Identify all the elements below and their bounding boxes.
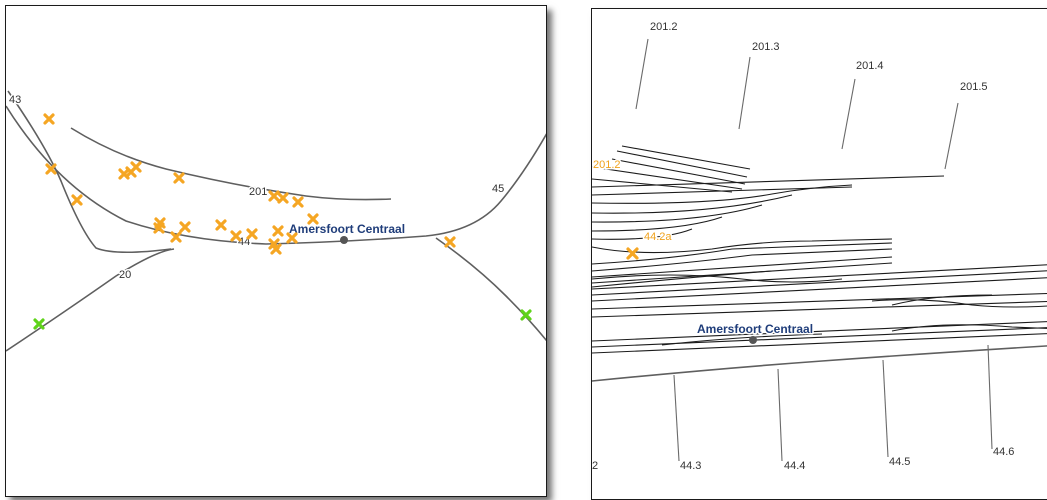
x-mark-icon[interactable]: [33, 318, 45, 330]
x-mark-icon[interactable]: [626, 247, 639, 260]
km-leader-line: [635, 38, 649, 110]
track-line: [592, 345, 1047, 382]
track-bundle-middle: [592, 238, 1047, 302]
x-mark-icon[interactable]: [270, 243, 282, 255]
km-label-edge: 2: [592, 460, 598, 472]
track-line: [6, 105, 546, 245]
x-mark-icon[interactable]: [215, 219, 227, 231]
km-leader-line: [777, 368, 783, 462]
x-mark-icon[interactable]: [444, 236, 456, 248]
x-mark-icon[interactable]: [307, 213, 319, 225]
marker-group-orange: [43, 113, 456, 255]
x-mark-icon[interactable]: [268, 190, 280, 202]
marker-group-green: [33, 309, 532, 330]
x-mark-icon[interactable]: [45, 163, 57, 175]
km-label-201-2: 201.2: [650, 21, 678, 33]
x-mark-icon[interactable]: [230, 230, 242, 242]
marker-label-201-2: 201.2: [593, 159, 621, 171]
map-panel-overview[interactable]: 43 201 44 45 20 Amersfoort Centraal: [5, 5, 547, 497]
x-mark-icon[interactable]: [71, 194, 83, 206]
km-label-44-3: 44.3: [680, 460, 701, 472]
detail-map-canvas[interactable]: Amersfoort Centraal 201.2 201.3 201.4 20…: [592, 9, 1047, 499]
km-leader-line: [841, 78, 856, 150]
route-label-45: 45: [492, 183, 504, 195]
track-bundle-lower: [592, 292, 1047, 354]
km-leader-line: [738, 56, 751, 130]
km-label-201-5: 201.5: [960, 81, 988, 93]
x-mark-icon[interactable]: [173, 172, 185, 184]
x-mark-icon[interactable]: [246, 228, 258, 240]
km-leader-line: [987, 344, 993, 450]
x-mark-icon[interactable]: [272, 225, 284, 237]
km-label-44-6: 44.6: [993, 446, 1014, 458]
track-line: [70, 127, 392, 201]
track-line: [6, 248, 175, 352]
x-mark-icon[interactable]: [179, 221, 191, 233]
km-leader-line: [882, 359, 889, 458]
x-mark-icon[interactable]: [130, 161, 142, 173]
track-bundle-upper: [592, 145, 945, 240]
track-line: [435, 237, 546, 342]
station-label[interactable]: Amersfoort Centraal: [696, 321, 815, 338]
route-label-201: 201: [249, 186, 267, 198]
x-mark-icon[interactable]: [170, 231, 182, 243]
station-dot[interactable]: [340, 236, 348, 244]
km-label-201-3: 201.3: [752, 41, 780, 53]
station-dot[interactable]: [749, 336, 757, 344]
route-label-20: 20: [119, 269, 131, 281]
km-label-201-4: 201.4: [856, 60, 884, 72]
x-mark-icon[interactable]: [277, 192, 289, 204]
station-label[interactable]: Amersfoort Centraal: [288, 221, 407, 238]
km-leader-line: [673, 374, 680, 462]
map-panel-detail[interactable]: Amersfoort Centraal 201.2 201.3 201.4 20…: [591, 8, 1047, 500]
route-label-43: 43: [9, 94, 21, 106]
overview-map-canvas[interactable]: 43 201 44 45 20 Amersfoort Centraal: [6, 6, 546, 496]
x-mark-icon[interactable]: [153, 222, 165, 234]
x-mark-icon[interactable]: [292, 196, 304, 208]
marker-label-44-2a: 44.2a: [644, 231, 672, 243]
km-leader-line: [944, 102, 959, 170]
km-label-44-4: 44.4: [784, 460, 805, 472]
track-line: [7, 90, 172, 254]
x-mark-icon[interactable]: [286, 232, 298, 244]
x-mark-icon[interactable]: [43, 113, 55, 125]
x-mark-icon[interactable]: [520, 309, 532, 321]
km-label-44-5: 44.5: [889, 456, 910, 468]
